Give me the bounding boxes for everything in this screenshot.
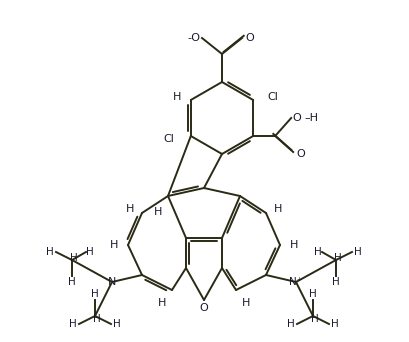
Text: O: O [293,113,301,123]
Text: H: H [69,319,77,329]
Text: H: H [91,289,99,299]
Text: H: H [110,240,118,250]
Text: H: H [93,314,101,324]
Text: H: H [287,319,295,329]
Text: H: H [290,240,298,250]
Text: H: H [113,319,121,329]
Text: H: H [46,247,54,257]
Text: H: H [154,207,162,217]
Text: H: H [354,247,362,257]
Text: O: O [200,303,208,313]
Text: H: H [334,253,342,263]
Text: N⁺: N⁺ [290,277,303,287]
Text: Cl: Cl [163,134,174,144]
Text: H: H [309,289,317,299]
Text: H: H [68,277,76,287]
Text: O: O [246,33,254,43]
Text: H: H [314,247,322,257]
Text: O: O [297,149,306,159]
Text: H: H [70,253,78,263]
Text: -O: -O [187,33,200,43]
Text: H: H [332,277,340,287]
Text: –H: –H [304,113,318,123]
Text: H: H [242,298,250,308]
Text: H: H [173,92,181,102]
Text: Cl: Cl [268,92,279,102]
Text: N: N [108,277,116,287]
Text: H: H [86,247,94,257]
Text: H: H [274,204,282,214]
Text: H: H [331,319,339,329]
Text: H: H [158,298,166,308]
Text: H: H [311,314,319,324]
Text: H: H [126,204,134,214]
